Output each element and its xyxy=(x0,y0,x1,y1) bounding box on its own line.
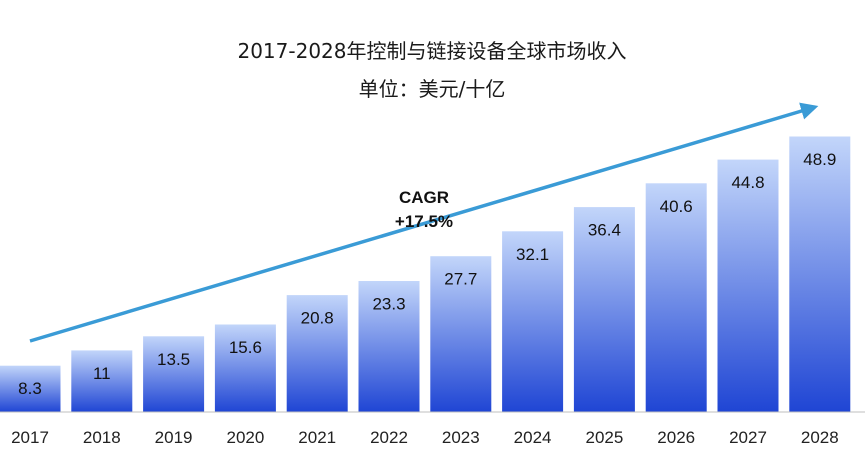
x-tick-label-2020: 2020 xyxy=(226,428,264,447)
value-label-2027: 44.8 xyxy=(731,173,764,192)
bar-2027 xyxy=(716,158,780,413)
chart-title: 2017-2028年控制与链接设备全球市场收入 xyxy=(237,39,626,63)
x-tick-label-2024: 2024 xyxy=(514,428,552,447)
value-label-2019: 13.5 xyxy=(157,350,190,369)
value-label-2023: 27.7 xyxy=(444,270,477,289)
value-label-2020: 15.6 xyxy=(229,338,262,357)
value-label-2018: 11 xyxy=(93,364,111,383)
value-label-2026: 40.6 xyxy=(660,197,693,216)
x-tick-label-2027: 2027 xyxy=(729,428,767,447)
value-label-2017: 8.3 xyxy=(18,379,42,398)
value-labels-group: 8.3 11 13.5 15.6 20.8 23.3 27.7 32.1 36.4 40.6 44.… xyxy=(18,150,836,398)
bar-2018 xyxy=(70,349,134,413)
x-tick-label-2018: 2018 xyxy=(83,428,121,447)
x-tick-label-2021: 2021 xyxy=(298,428,336,447)
bar-2025 xyxy=(572,206,636,413)
bar-2017 xyxy=(0,364,62,413)
bar-2028 xyxy=(788,135,852,413)
bar-2023 xyxy=(429,255,493,413)
x-tick-label-2017: 2017 xyxy=(11,428,49,447)
value-label-2025: 36.4 xyxy=(588,221,621,240)
value-label-2024: 32.1 xyxy=(516,245,549,264)
value-label-2028: 48.9 xyxy=(803,150,836,169)
value-label-2021: 20.8 xyxy=(301,309,334,328)
bar-2022 xyxy=(357,280,421,413)
x-tick-label-2022: 2022 xyxy=(370,428,408,447)
x-tick-label-2019: 2019 xyxy=(155,428,193,447)
bars-group xyxy=(0,135,852,413)
bar-2021 xyxy=(285,294,349,413)
value-label-2022: 23.3 xyxy=(372,295,405,314)
x-tick-label-2025: 2025 xyxy=(585,428,623,447)
x-tick-label-2026: 2026 xyxy=(657,428,695,447)
x-tick-label-2028: 2028 xyxy=(801,428,839,447)
cagr-value: +17.5% xyxy=(395,212,453,231)
x-tick-label-2023: 2023 xyxy=(442,428,480,447)
bar-2026 xyxy=(644,182,708,413)
chart-subtitle: 单位：美元/十亿 xyxy=(359,77,506,101)
x-tick-labels-group: 2017 2018 2019 2020 2021 2022 2023 2024 2025 2026… xyxy=(11,428,839,447)
bar-2019 xyxy=(142,335,206,413)
cagr-trend-arrow xyxy=(29,102,819,343)
bar-2024 xyxy=(501,230,565,413)
cagr-label: CAGR xyxy=(399,188,449,207)
